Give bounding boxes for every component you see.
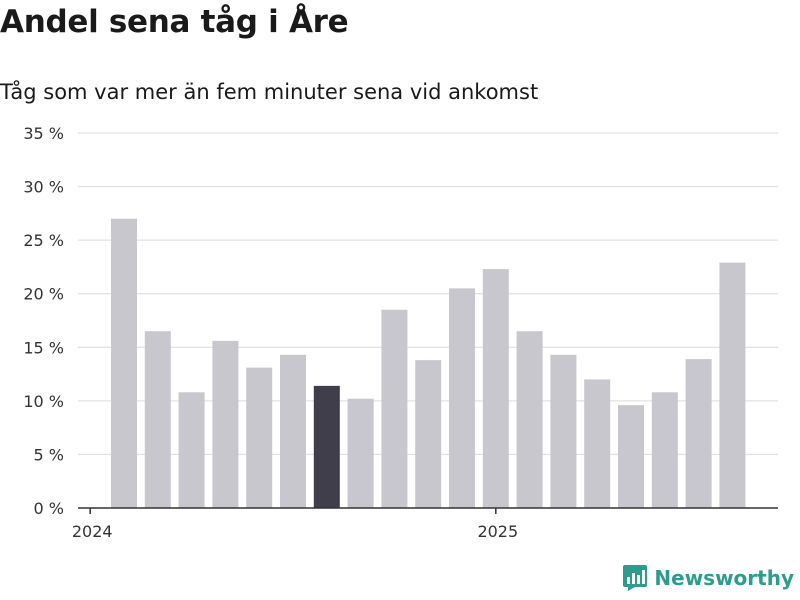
y-tick-label: 20 %	[23, 285, 64, 304]
bar	[212, 340, 239, 508]
y-tick-label: 10 %	[23, 392, 64, 411]
bar	[651, 392, 678, 508]
bar	[246, 367, 273, 508]
bar	[280, 354, 306, 508]
bar	[415, 360, 442, 508]
bar	[516, 331, 543, 508]
y-tick-label: 30 %	[23, 178, 64, 197]
chart-title: Andel sena tåg i Åre	[0, 4, 349, 40]
bar	[178, 392, 205, 508]
bar	[618, 405, 644, 508]
bar	[550, 354, 577, 508]
y-tick-label: 35 %	[23, 124, 64, 143]
bar	[482, 269, 509, 508]
brand-name: Newsworthy	[654, 566, 794, 590]
x-tick-label: 2025	[477, 522, 518, 541]
brand-logo: Newsworthy	[622, 564, 794, 592]
bar	[449, 288, 475, 508]
bar	[347, 398, 374, 508]
bar	[584, 379, 611, 508]
y-tick-label: 25 %	[23, 231, 64, 250]
y-tick-label: 5 %	[34, 445, 64, 464]
bar	[685, 359, 712, 508]
bar	[111, 218, 137, 508]
chart-subtitle: Tåg som var mer än fem minuter sena vid …	[0, 80, 539, 104]
newsworthy-logo-icon	[623, 565, 648, 591]
bar	[381, 309, 408, 508]
x-tick-label: 2024	[72, 522, 113, 541]
bar	[313, 385, 340, 508]
y-tick-label: 15 %	[23, 338, 64, 357]
bar	[144, 331, 171, 508]
bar	[719, 262, 746, 508]
y-tick-label: 0 %	[34, 499, 64, 518]
